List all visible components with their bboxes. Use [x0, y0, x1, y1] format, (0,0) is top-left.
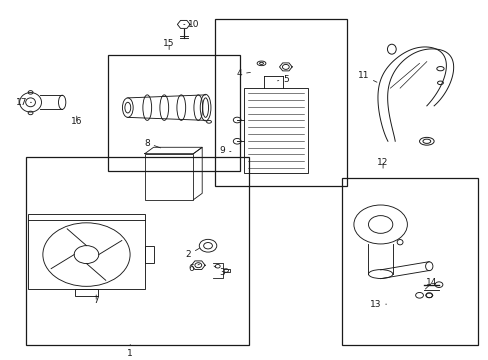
Text: 2: 2	[185, 248, 199, 259]
Text: 11: 11	[357, 71, 376, 82]
Text: 1: 1	[127, 345, 133, 358]
Text: 12: 12	[377, 158, 388, 168]
Text: 15: 15	[163, 39, 175, 50]
Text: 10: 10	[183, 20, 199, 29]
Text: 4: 4	[236, 69, 250, 78]
Bar	[28, 214, 145, 289]
Bar	[144, 154, 193, 200]
Bar	[145, 247, 154, 263]
Bar	[75, 289, 98, 296]
Bar	[26, 157, 249, 345]
Text: 3: 3	[214, 266, 225, 277]
Bar	[108, 54, 239, 171]
Text: 17: 17	[16, 98, 31, 107]
Text: 8: 8	[144, 139, 160, 148]
Text: 9: 9	[219, 145, 230, 154]
Text: 6: 6	[188, 264, 199, 273]
Text: 16: 16	[71, 116, 82, 126]
Text: 7: 7	[93, 295, 99, 305]
Text: 14: 14	[425, 278, 436, 289]
Bar	[244, 88, 307, 173]
Bar	[341, 179, 477, 345]
Bar	[215, 19, 346, 185]
Text: 13: 13	[369, 300, 386, 309]
Text: 5: 5	[277, 75, 288, 84]
